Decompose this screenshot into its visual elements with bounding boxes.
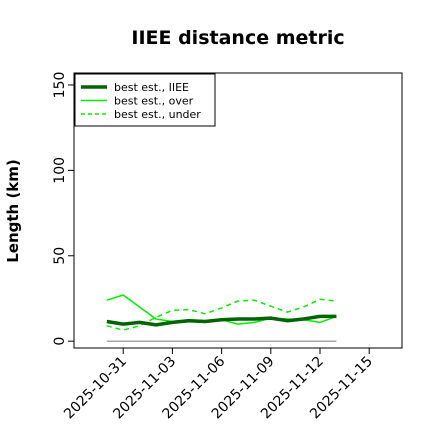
plot-frame xyxy=(73,72,403,349)
y-tick-label: 50 xyxy=(52,247,68,265)
legend-label: best est., IIEE xyxy=(114,81,189,94)
series-layer xyxy=(106,294,337,342)
x-axis: 2025-10-312025-11-032025-11-062025-11-09… xyxy=(61,348,376,422)
chart-title: IIEE distance metric xyxy=(131,27,344,49)
legend-label: best est., over xyxy=(114,95,194,108)
series-line-best-est-under xyxy=(106,298,337,331)
y-axis: 0 50 100 150 xyxy=(52,72,74,346)
y-tick-label: 0 xyxy=(52,337,68,346)
y-tick-label: 150 xyxy=(52,72,68,99)
y-tick-label: 100 xyxy=(52,157,68,184)
y-axis-label: Length (km) xyxy=(4,159,22,263)
series-line-best-est-iiee xyxy=(106,314,337,327)
legend-label: best est., under xyxy=(114,108,201,121)
